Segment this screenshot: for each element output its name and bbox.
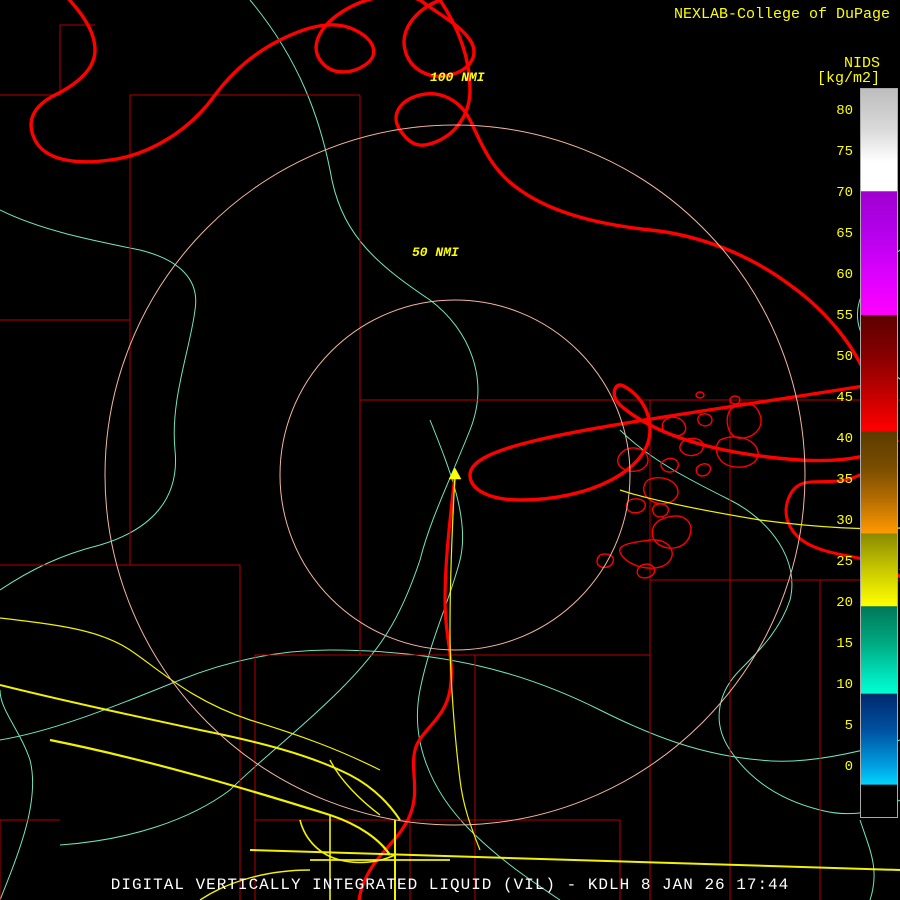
colorbar-tick-80: 80	[825, 103, 853, 119]
colorbar-tick-65: 65	[825, 226, 853, 242]
colorbar-tick-75: 75	[825, 144, 853, 160]
vil-colorbar[interactable]	[860, 88, 898, 818]
map-layer	[0, 0, 900, 900]
colorbar-tick-10: 10	[825, 677, 853, 693]
colorbar-fill	[861, 89, 897, 817]
colorbar-tick-25: 25	[825, 554, 853, 570]
colorbar-tick-70: 70	[825, 185, 853, 201]
radar-site-marker	[449, 468, 461, 479]
range-ring-label-100: 100 NMI	[430, 70, 485, 85]
colorbar-tick-55: 55	[825, 308, 853, 324]
colorbar-tick-40: 40	[825, 431, 853, 447]
colorbar-tick-35: 35	[825, 472, 853, 488]
river-boundary-south	[355, 475, 455, 900]
colorbar-tick-00: 0	[825, 759, 853, 775]
colorbar-gradient	[861, 89, 897, 817]
colorbar-tick-50: 50	[825, 349, 853, 365]
colorbar-tick-05: 5	[825, 718, 853, 734]
station-header-label: NEXLAB-College of DuPage	[674, 6, 890, 23]
colorbar-tick-15: 15	[825, 636, 853, 652]
colorbar-tick-20: 20	[825, 595, 853, 611]
nids-unit-subtitle: [kg/m2]	[817, 70, 880, 87]
range-ring-label-50: 50 NMI	[412, 245, 459, 260]
radar-display-root: NEXLAB-College of DuPage NIDS [kg/m2] 10…	[0, 0, 900, 900]
county-boundary-lines	[0, 25, 900, 900]
image-footer-title: DIGITAL VERTICALLY INTEGRATED LIQUID (VI…	[111, 876, 790, 894]
colorbar-tick-30: 30	[825, 513, 853, 529]
colorbar-tick-60: 60	[825, 267, 853, 283]
colorbar-tick-45: 45	[825, 390, 853, 406]
